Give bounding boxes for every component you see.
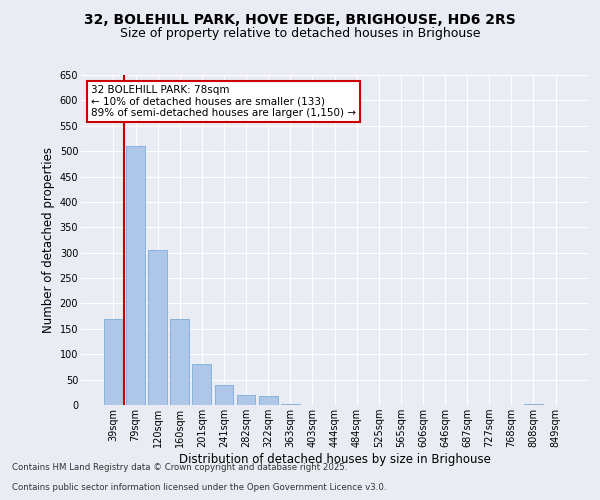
Bar [170,318,189,405]
Y-axis label: Number of detached properties: Number of detached properties [43,147,55,333]
Bar [281,404,299,405]
Text: Size of property relative to detached houses in Brighouse: Size of property relative to detached ho… [120,28,480,40]
X-axis label: Distribution of detached houses by size in Brighouse: Distribution of detached houses by size … [179,453,490,466]
Bar [126,146,145,405]
Bar [524,404,543,405]
Text: Contains HM Land Registry data © Crown copyright and database right 2025.: Contains HM Land Registry data © Crown c… [12,464,347,472]
Bar [215,384,233,405]
Text: 32, BOLEHILL PARK, HOVE EDGE, BRIGHOUSE, HD6 2RS: 32, BOLEHILL PARK, HOVE EDGE, BRIGHOUSE,… [84,12,516,26]
Bar [148,250,167,405]
Bar [259,396,278,405]
Text: 32 BOLEHILL PARK: 78sqm
← 10% of detached houses are smaller (133)
89% of semi-d: 32 BOLEHILL PARK: 78sqm ← 10% of detache… [91,85,356,118]
Bar [193,364,211,405]
Bar [104,318,123,405]
Bar [236,395,256,405]
Text: Contains public sector information licensed under the Open Government Licence v3: Contains public sector information licen… [12,484,386,492]
